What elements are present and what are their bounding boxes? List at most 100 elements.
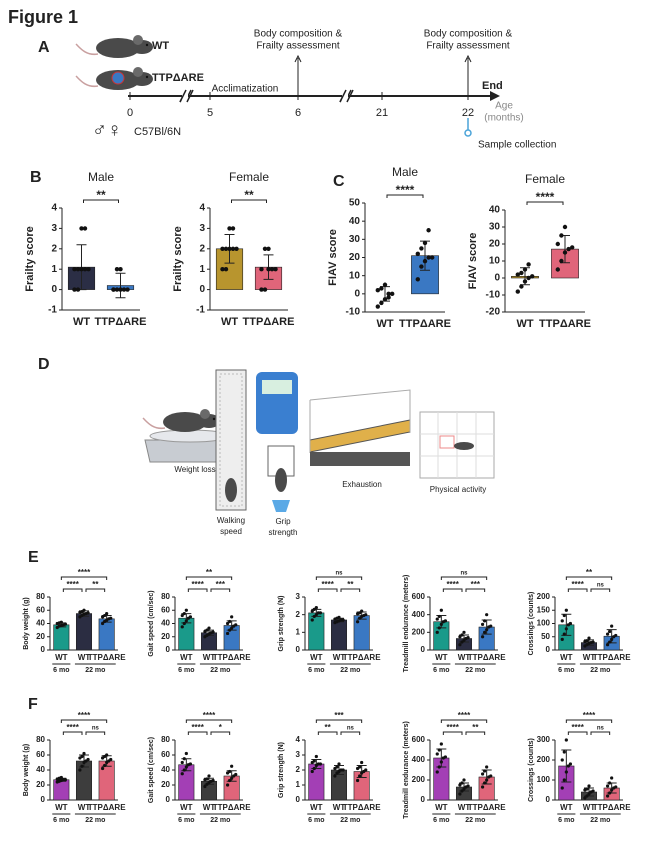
data-point — [82, 751, 86, 756]
assessment-label: Body composition & — [254, 29, 343, 40]
data-point — [266, 267, 271, 272]
x-tick-label: WT — [583, 803, 596, 812]
treadmill-frame — [309, 389, 411, 452]
significance-bracket — [60, 719, 108, 723]
data-point — [559, 233, 564, 238]
y-axis-label: Treadmill endurance (meters) — [403, 721, 410, 819]
significance-label: **** — [571, 580, 584, 589]
data-point — [568, 762, 573, 766]
data-point — [485, 613, 489, 617]
data-point — [610, 776, 614, 780]
y-tick-label: 80 — [161, 592, 170, 601]
data-point — [608, 781, 612, 785]
group-label: 22 mo — [210, 667, 230, 674]
data-point — [605, 794, 610, 798]
significance-label: **** — [446, 580, 459, 589]
data-point — [114, 267, 120, 272]
data-point — [318, 611, 323, 615]
data-point — [63, 622, 68, 626]
data-point — [605, 784, 610, 788]
illustration-label: strength — [269, 528, 298, 537]
data-point — [437, 748, 441, 752]
data-point — [79, 267, 84, 272]
data-point — [234, 623, 238, 627]
group-label: 6 mo — [558, 817, 574, 824]
data-point — [562, 750, 566, 754]
y-tick-label: -1 — [196, 305, 205, 316]
x-tick-label: WT — [203, 653, 216, 662]
significance-bracket — [60, 576, 108, 580]
y-tick-label: 80 — [36, 735, 45, 744]
data-point — [591, 789, 595, 793]
x-tick-label: TTPΔARE — [468, 653, 506, 662]
x-tick-label: TTPΔARE — [213, 653, 251, 662]
data-point — [223, 267, 229, 272]
data-point — [562, 250, 568, 255]
data-point — [230, 776, 234, 780]
bar — [308, 612, 325, 651]
x-tick-label: WT — [333, 803, 346, 812]
y-tick-label: 50 — [349, 198, 361, 209]
data-point — [458, 783, 462, 787]
data-point — [591, 640, 595, 644]
y-tick-label: 200 — [412, 627, 426, 636]
timeline-tick-label: 21 — [376, 107, 388, 119]
y-tick-label: 60 — [36, 750, 45, 759]
bar — [98, 760, 115, 801]
y-tick-label: 300 — [537, 735, 551, 744]
significance-bracket — [565, 576, 613, 580]
data-point — [103, 763, 107, 768]
data-point — [211, 630, 215, 634]
data-point — [75, 287, 81, 292]
panel-label: C — [333, 173, 345, 190]
x-tick-label: TTPΔARE — [399, 318, 451, 330]
data-point — [180, 625, 184, 629]
y-tick-label: 1 — [296, 627, 301, 636]
data-point — [614, 633, 618, 638]
data-point — [182, 621, 186, 626]
x-tick-label: TTPΔARE — [593, 803, 631, 812]
y-tick-label: 20 — [349, 252, 361, 263]
y-tick-label: 1 — [51, 264, 57, 275]
significance-bracket — [340, 731, 361, 735]
data-point — [608, 640, 612, 644]
mouse-icon — [142, 408, 221, 433]
group-label: 6 mo — [433, 817, 449, 824]
significance-bracket — [440, 719, 488, 723]
data-point — [522, 267, 528, 272]
x-tick-label: TTPΔARE — [343, 653, 381, 662]
y-tick-label: 0 — [296, 645, 301, 654]
data-point — [335, 765, 339, 769]
data-point — [435, 752, 439, 756]
data-point — [82, 267, 88, 272]
group-label: 6 mo — [178, 817, 194, 824]
y-axis-label: FIAV score — [327, 229, 339, 286]
significance-bracket — [85, 731, 106, 735]
x-tick-label: WT — [333, 653, 346, 662]
chart-title: Female — [229, 170, 269, 184]
data-point — [458, 643, 462, 647]
y-tick-label: 3 — [296, 750, 301, 759]
x-tick-label: TTPΔARE — [468, 803, 506, 812]
y-tick-label: 0 — [296, 795, 301, 804]
data-point — [228, 619, 232, 624]
significance-label: **** — [78, 568, 91, 577]
illustration-label: Walking — [217, 516, 245, 525]
data-point — [86, 611, 90, 615]
data-point — [458, 792, 462, 796]
y-tick-label: 100 — [537, 619, 551, 628]
group-label: 22 mo — [590, 817, 610, 824]
data-point — [515, 289, 520, 294]
y-tick-label: 3 — [199, 223, 205, 234]
strain-label: TTPΔARE — [152, 72, 204, 84]
bar — [75, 613, 93, 651]
significance-label: **** — [571, 723, 584, 732]
y-tick-label: 20 — [161, 780, 170, 789]
significance-label: **** — [191, 580, 204, 589]
end-label: End — [482, 80, 503, 92]
significance-label: *** — [216, 580, 226, 589]
data-point — [227, 226, 232, 231]
data-point — [180, 772, 184, 776]
data-point — [422, 258, 428, 264]
illustration-label: Physical activity — [430, 485, 486, 494]
